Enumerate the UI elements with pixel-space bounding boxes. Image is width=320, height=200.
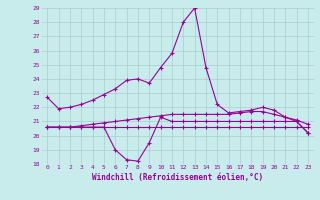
- X-axis label: Windchill (Refroidissement éolien,°C): Windchill (Refroidissement éolien,°C): [92, 173, 263, 182]
